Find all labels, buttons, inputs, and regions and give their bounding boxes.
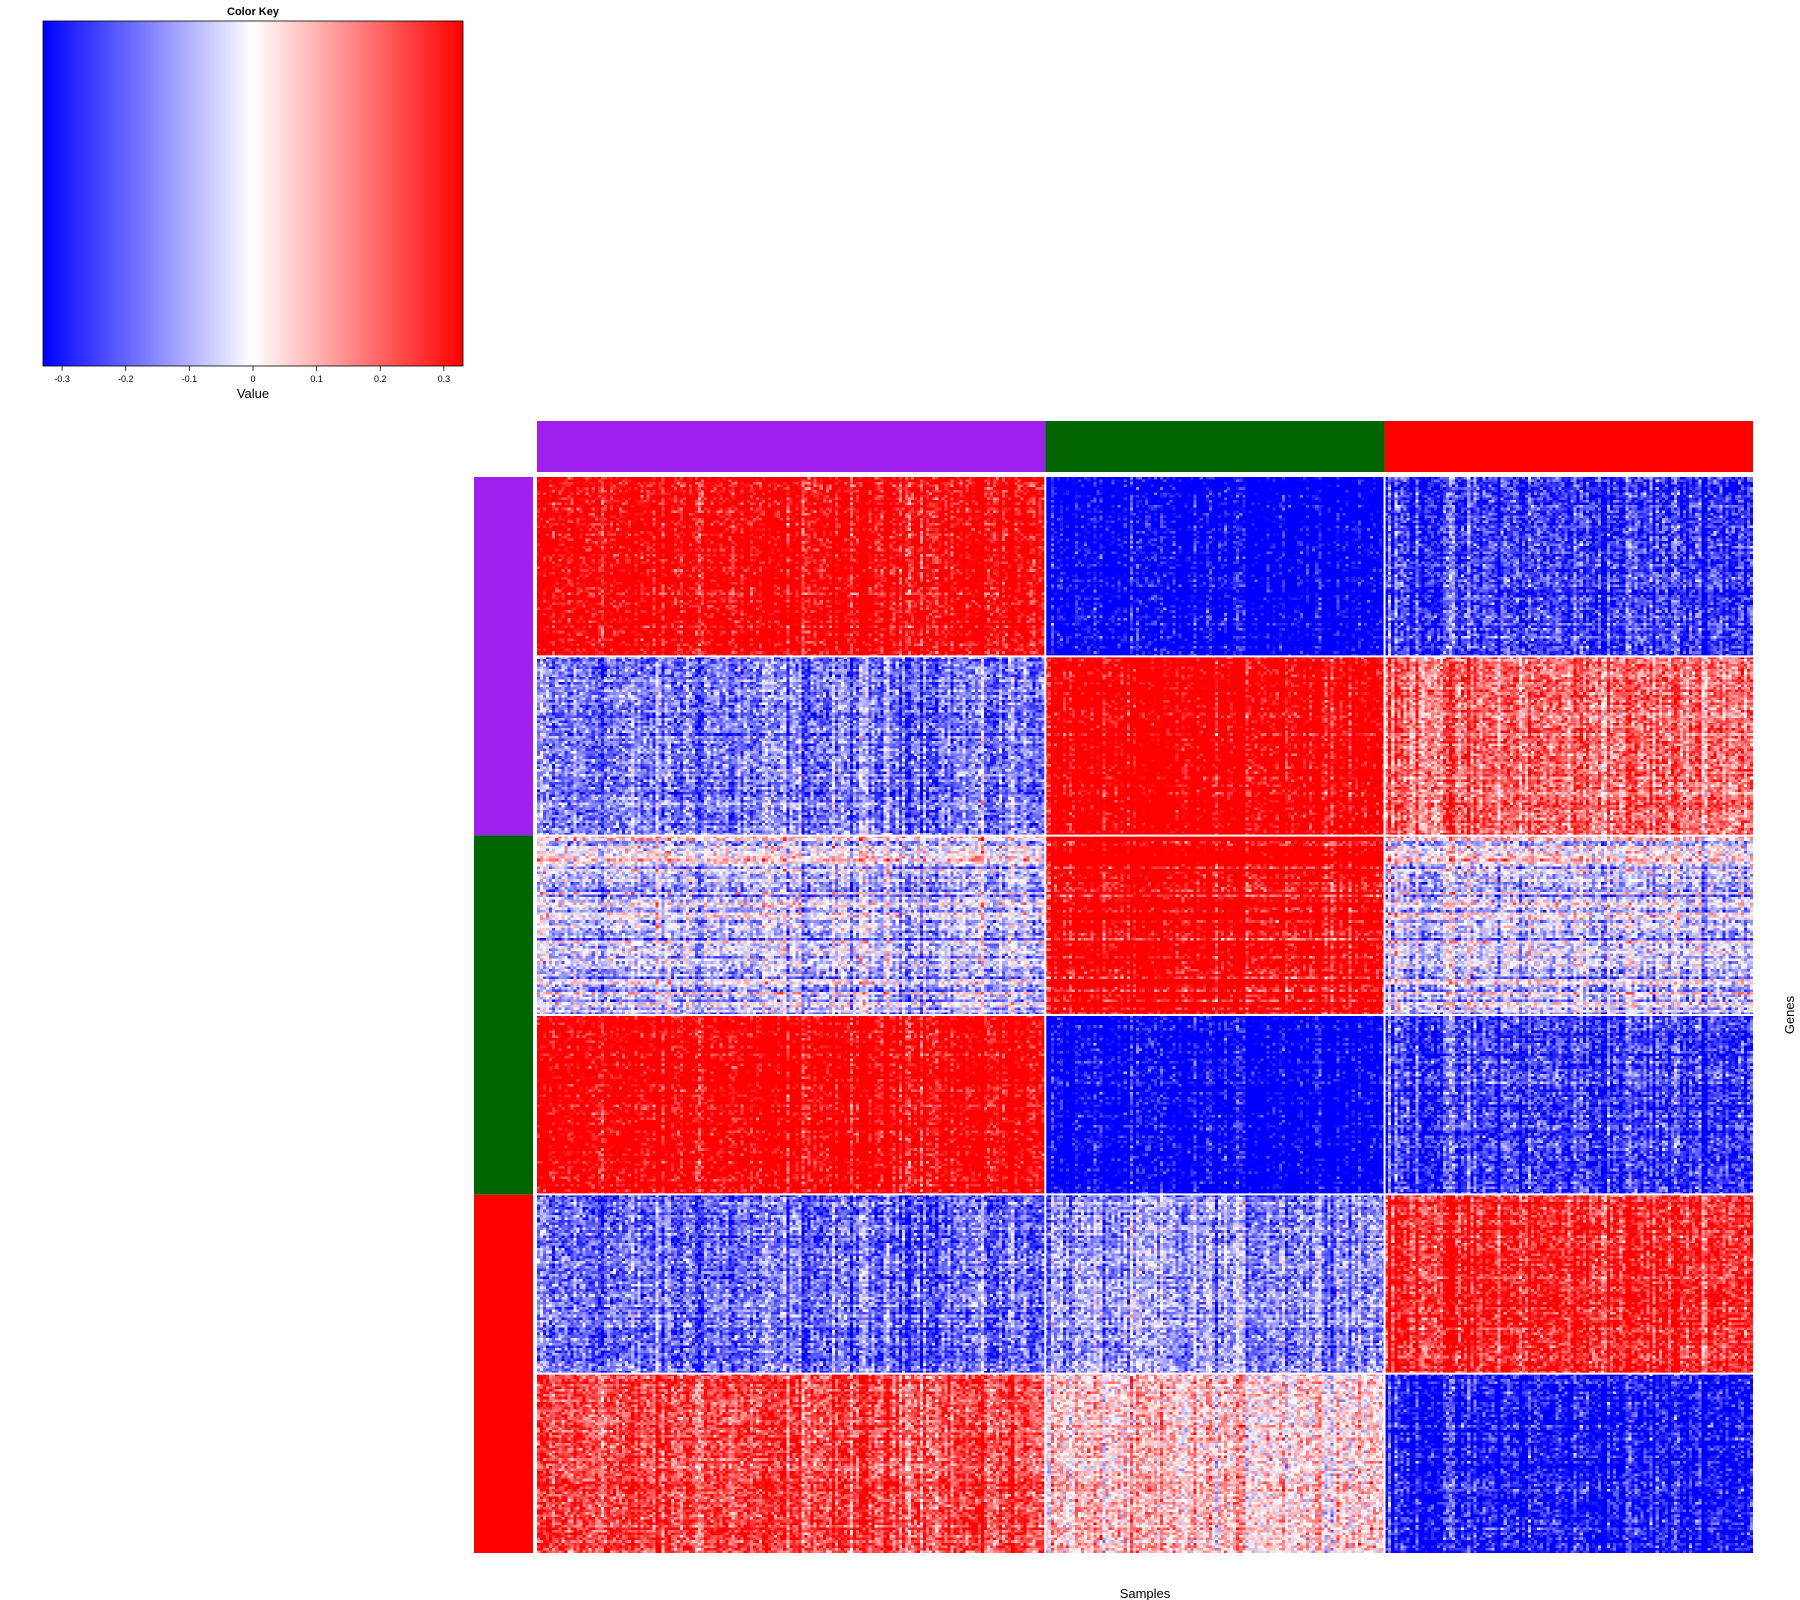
color-key: Color Key -0.3 -0.2 -0.1 0 0.1 0.2 0.3 Value bbox=[42, 6, 464, 401]
column-side-colors bbox=[537, 421, 1753, 472]
color-key-tick-label: 0.2 bbox=[374, 374, 387, 384]
column-side-color-purple bbox=[537, 421, 1046, 472]
row-side-color-purple bbox=[474, 477, 533, 836]
row-side-color-red bbox=[474, 1194, 533, 1553]
color-key-tick-label: 0.3 bbox=[438, 374, 451, 384]
color-key-title: Color Key bbox=[227, 6, 280, 18]
column-side-color-red bbox=[1384, 421, 1753, 472]
x-axis-label: Samples bbox=[1120, 1586, 1171, 1600]
column-side-color-green bbox=[1045, 421, 1385, 472]
row-side-color-green bbox=[474, 835, 533, 1195]
color-key-tick-label: 0 bbox=[250, 374, 255, 384]
heatmap-body bbox=[537, 477, 1753, 1553]
color-key-tick-label: -0.2 bbox=[118, 374, 134, 384]
color-key-axis-label: Value bbox=[237, 386, 269, 401]
color-key-tick-label: -0.1 bbox=[182, 374, 198, 384]
color-key-tick-label: 0.1 bbox=[310, 374, 323, 384]
color-key-axis: -0.3 -0.2 -0.1 0 0.1 0.2 0.3 bbox=[54, 366, 450, 384]
color-key-tick-label: -0.3 bbox=[54, 374, 70, 384]
y-axis-label: Genes bbox=[1782, 995, 1797, 1034]
row-side-colors bbox=[474, 477, 533, 1553]
color-key-gradient bbox=[42, 20, 464, 367]
